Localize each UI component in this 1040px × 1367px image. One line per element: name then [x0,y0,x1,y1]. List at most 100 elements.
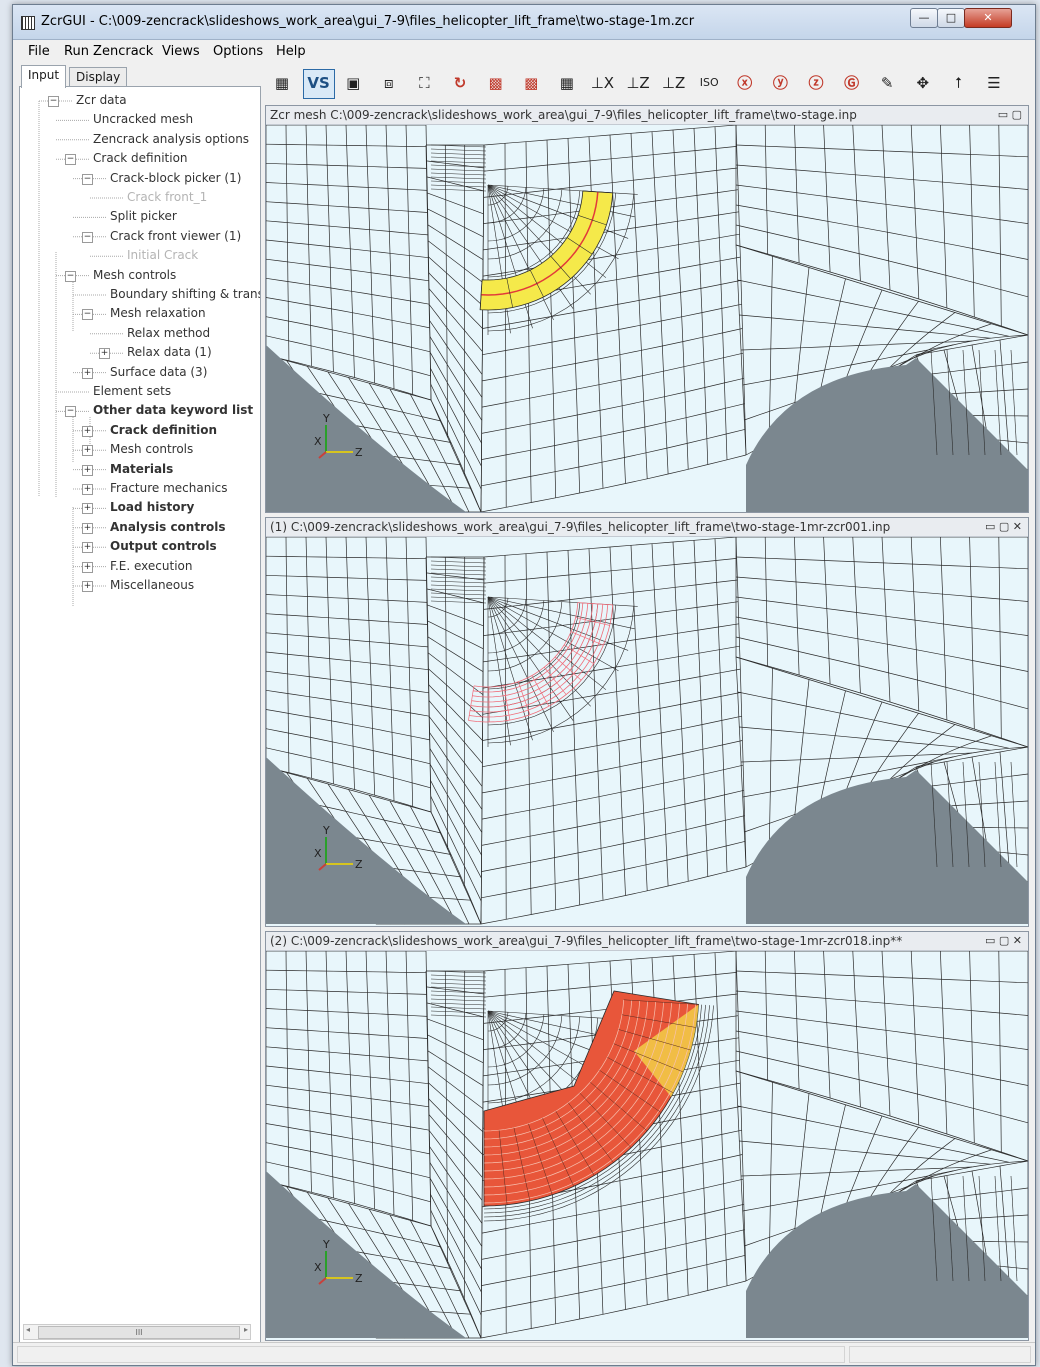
fit-view-icon[interactable]: ⛶ [419,74,430,92]
collapse-icon[interactable]: − [48,96,59,107]
tab-display[interactable]: Display [69,67,128,86]
expand-icon[interactable]: + [82,561,93,573]
scroll-left-icon[interactable]: ◂ [26,1325,31,1334]
expand-icon[interactable]: + [82,542,93,554]
mesh-color-icon[interactable]: ▦ [274,74,290,92]
expand-icon[interactable]: + [82,581,93,592]
tree-item[interactable]: Zencrack analysis options [93,131,250,146]
axis-z-label: Z [355,446,363,459]
expand-icon[interactable]: + [82,503,93,515]
void-region-left [266,345,466,512]
collapse-icon[interactable]: − [82,309,93,321]
tree-item[interactable]: F.E. execution [110,558,193,573]
status-bar [13,1342,1035,1365]
tree-item[interactable]: Relax method [127,325,211,340]
tree-item[interactable]: Analysis controls [110,519,226,534]
tree-item[interactable]: Crack front_1 [127,190,208,204]
app-icon [21,16,35,30]
tree-item[interactable]: Mesh controls [93,267,177,282]
expand-icon[interactable]: + [82,445,93,457]
panel-window-controls[interactable]: ▭ ▢ ✕ [985,520,1022,533]
tree-item[interactable]: Crack definition [110,422,218,437]
expand-icon[interactable]: + [82,484,93,495]
red-grid-icon[interactable]: ▩ [488,74,503,92]
tab-input[interactable]: Input [21,65,67,88]
rotate-y-icon[interactable]: ⓨ [772,74,788,92]
tree-item[interactable]: Crack-block picker (1) [110,170,242,185]
tree-item[interactable]: Uncracked mesh [93,112,194,127]
expand-icon[interactable]: + [82,425,93,437]
scroll-right-icon[interactable]: ▸ [243,1325,248,1334]
expand-icon[interactable]: + [82,522,93,534]
view-iso-icon[interactable]: ISO [699,76,719,89]
collapse-icon[interactable]: − [65,406,76,418]
rotate-g-icon[interactable]: Ⓖ [844,74,860,92]
mesh-view-panel-1: Zcr mesh C:\009-zencrack\slideshows_work… [265,105,1029,513]
solid-cube-icon[interactable]: ⧈ [384,74,394,92]
view-z-icon[interactable]: ⊥Z [626,74,650,92]
void-region-right [746,770,1028,924]
tree-horizontal-scrollbar[interactable]: ◂ III ▸ [23,1324,251,1340]
axis-z-label: Z [355,858,363,871]
tree-item[interactable]: Load history [110,500,195,515]
vs-toggle-button[interactable]: VS [302,69,335,99]
menu-run-zencrack[interactable]: Run Zencrack [64,44,154,59]
mesh-render[interactable]: XY Z [266,951,1028,1340]
tree-item[interactable]: Materials [110,461,174,476]
mesh-render[interactable]: XY Z [266,537,1028,926]
panel-layout-icon[interactable]: ☰ [987,74,1001,92]
tree-item[interactable]: Crack definition [93,151,188,166]
expand-icon[interactable]: + [99,348,110,360]
panel-window-controls[interactable]: ▭ ▢ [997,108,1022,121]
expand-icon[interactable]: + [82,367,93,379]
collapse-icon[interactable]: − [65,154,76,166]
mesh-render[interactable]: XY Z [266,125,1028,512]
tree-item[interactable]: Crack front viewer (1) [110,228,242,243]
pen-icon[interactable]: ✎ [880,74,894,92]
tree-item[interactable]: Relax data (1) [127,345,212,360]
collapse-icon[interactable]: − [65,270,76,282]
view-yz-icon[interactable]: ⊥Z [661,74,686,92]
close-button[interactable]: ✕ [964,8,1012,28]
pan-icon[interactable]: ✥ [916,74,930,92]
tree-item[interactable]: Mesh controls [110,442,194,457]
crack-front-region [468,602,614,723]
grid-icon[interactable]: ▦ [559,74,574,92]
view-x-icon[interactable]: ⊥X [590,74,615,92]
minimize-button[interactable]: — [910,8,938,28]
tree-item[interactable]: Other data keyword list [93,403,254,418]
void-region-right [746,358,1028,512]
menu-options[interactable]: Options [213,44,264,59]
scroll-thumb[interactable]: III [38,1326,240,1339]
tree-item[interactable]: Initial Crack [127,248,199,263]
maximize-button[interactable]: □ [937,8,965,28]
red-mesh-icon[interactable]: ▩ [524,74,539,92]
tree-item[interactable]: Boundary shifting & transfer [110,287,260,301]
tree-item[interactable]: Mesh relaxation [110,306,206,321]
tree-item[interactable]: Surface data (3) [110,364,208,379]
app-window: ZcrGUI - C:\009-zencrack\slideshows_work… [12,4,1036,1366]
menu-help[interactable]: Help [276,44,306,59]
title-bar: ZcrGUI - C:\009-zencrack\slideshows_work… [13,5,1035,40]
menu-file[interactable]: File [28,44,50,59]
tree-item[interactable]: Fracture mechanics [110,481,228,495]
tree-item[interactable]: Split picker [110,209,177,224]
panel-window-controls[interactable]: ▭ ▢ ✕ [985,934,1022,947]
up-arrow-icon[interactable]: ⭡ [954,74,962,92]
collapse-icon[interactable]: − [82,231,93,243]
rotate-icon[interactable]: ↻ [453,74,467,92]
tree-item[interactable]: Output controls [110,539,217,554]
rotate-x-icon[interactable]: ⓧ [737,74,753,92]
tree-item[interactable]: Zcr data [76,93,127,107]
expand-icon[interactable]: + [82,464,93,476]
tree-item[interactable]: Element sets [93,384,172,398]
rotate-z-icon[interactable]: ⓩ [808,74,824,92]
axis-y-label: Y [322,412,330,425]
menu-views[interactable]: Views [162,44,200,59]
tree-item[interactable]: Miscellaneous [110,578,195,592]
collapse-icon[interactable]: − [82,173,93,185]
wireframe-cube-icon[interactable]: ▣ [346,74,361,92]
